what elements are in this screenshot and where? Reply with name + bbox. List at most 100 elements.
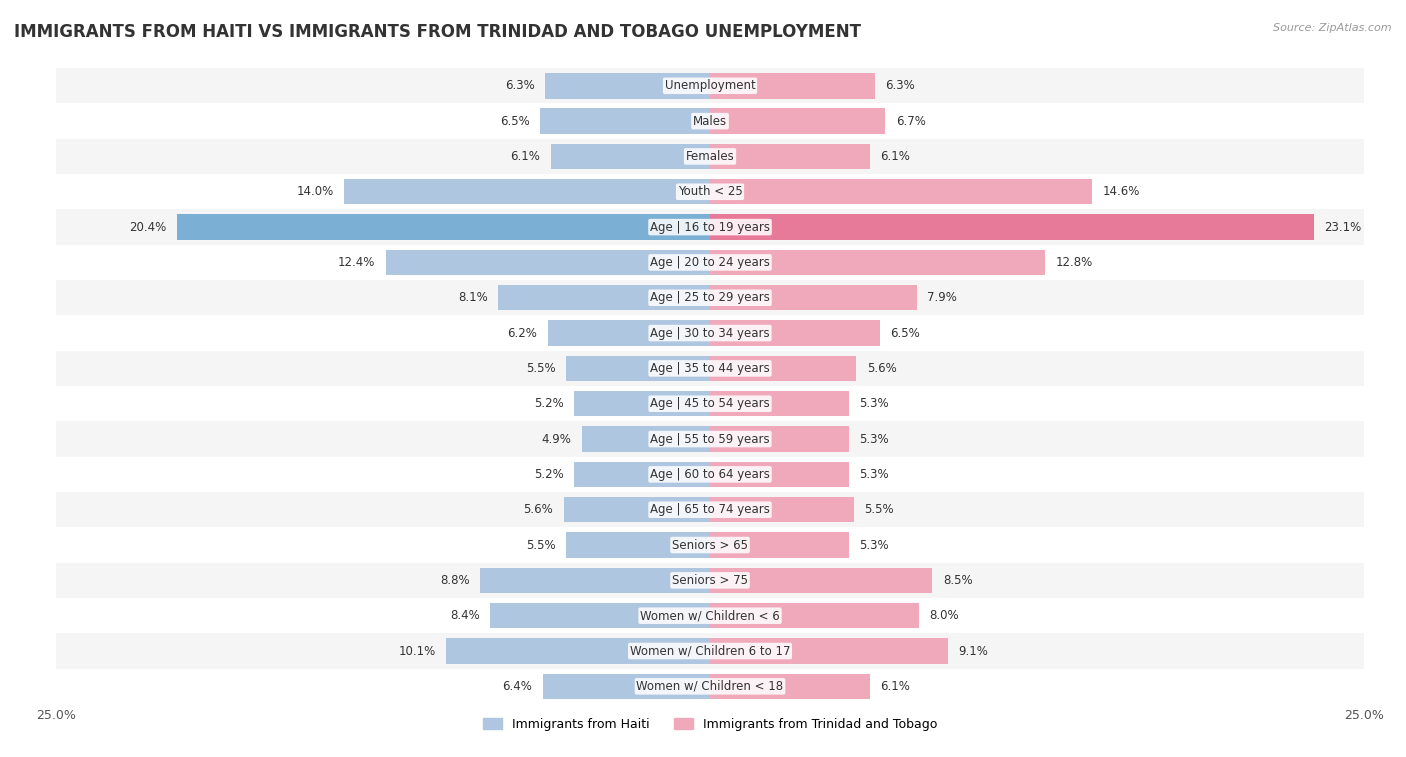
Text: Age | 25 to 29 years: Age | 25 to 29 years <box>650 291 770 304</box>
Bar <box>710 426 849 452</box>
Bar <box>543 674 710 699</box>
Text: 6.5%: 6.5% <box>501 114 530 128</box>
Bar <box>344 179 710 204</box>
Bar <box>564 497 710 522</box>
Bar <box>710 497 853 522</box>
Bar <box>551 144 710 169</box>
Bar <box>56 139 1364 174</box>
Bar <box>548 320 710 346</box>
Text: Age | 55 to 59 years: Age | 55 to 59 years <box>650 432 770 446</box>
Text: 5.6%: 5.6% <box>523 503 553 516</box>
Text: IMMIGRANTS FROM HAITI VS IMMIGRANTS FROM TRINIDAD AND TOBAGO UNEMPLOYMENT: IMMIGRANTS FROM HAITI VS IMMIGRANTS FROM… <box>14 23 860 41</box>
Bar <box>710 144 869 169</box>
Bar <box>710 603 920 628</box>
Bar <box>574 462 710 487</box>
Bar <box>56 634 1364 668</box>
Bar <box>567 356 710 381</box>
Text: 8.0%: 8.0% <box>929 609 959 622</box>
Text: 6.2%: 6.2% <box>508 326 537 340</box>
Text: 8.5%: 8.5% <box>943 574 973 587</box>
Bar <box>56 668 1364 704</box>
Text: 12.4%: 12.4% <box>337 256 375 269</box>
Text: 7.9%: 7.9% <box>927 291 957 304</box>
Text: 5.3%: 5.3% <box>859 538 889 552</box>
Bar <box>710 108 886 134</box>
Bar <box>710 391 849 416</box>
Text: Age | 30 to 34 years: Age | 30 to 34 years <box>650 326 770 340</box>
Bar <box>567 532 710 558</box>
Text: Males: Males <box>693 114 727 128</box>
Text: 5.5%: 5.5% <box>865 503 894 516</box>
Bar <box>56 210 1364 245</box>
Text: 6.1%: 6.1% <box>880 680 910 693</box>
Bar <box>56 245 1364 280</box>
Text: 6.5%: 6.5% <box>890 326 920 340</box>
Bar <box>177 214 710 240</box>
Text: 6.1%: 6.1% <box>510 150 540 163</box>
Bar <box>56 68 1364 104</box>
Text: 6.3%: 6.3% <box>505 79 534 92</box>
Text: Age | 20 to 24 years: Age | 20 to 24 years <box>650 256 770 269</box>
Text: Seniors > 65: Seniors > 65 <box>672 538 748 552</box>
Bar <box>710 356 856 381</box>
Text: 5.3%: 5.3% <box>859 397 889 410</box>
Bar <box>582 426 710 452</box>
Bar <box>491 603 710 628</box>
Bar <box>710 73 875 98</box>
Text: 6.7%: 6.7% <box>896 114 925 128</box>
Bar <box>710 179 1092 204</box>
Bar <box>385 250 710 275</box>
Text: Age | 65 to 74 years: Age | 65 to 74 years <box>650 503 770 516</box>
Legend: Immigrants from Haiti, Immigrants from Trinidad and Tobago: Immigrants from Haiti, Immigrants from T… <box>478 713 942 736</box>
Bar <box>710 214 1315 240</box>
Bar <box>56 456 1364 492</box>
Text: 8.1%: 8.1% <box>458 291 488 304</box>
Text: Unemployment: Unemployment <box>665 79 755 92</box>
Text: Youth < 25: Youth < 25 <box>678 185 742 198</box>
Text: Age | 35 to 44 years: Age | 35 to 44 years <box>650 362 770 375</box>
Bar <box>498 285 710 310</box>
Text: 5.5%: 5.5% <box>526 362 555 375</box>
Text: 8.8%: 8.8% <box>440 574 470 587</box>
Bar <box>56 598 1364 634</box>
Text: 5.2%: 5.2% <box>534 468 564 481</box>
Text: 6.4%: 6.4% <box>502 680 533 693</box>
Text: 6.1%: 6.1% <box>880 150 910 163</box>
Text: Women w/ Children 6 to 17: Women w/ Children 6 to 17 <box>630 644 790 658</box>
Bar <box>710 532 849 558</box>
Text: 14.0%: 14.0% <box>297 185 333 198</box>
Text: 6.3%: 6.3% <box>886 79 915 92</box>
Text: 5.3%: 5.3% <box>859 432 889 446</box>
Text: 12.8%: 12.8% <box>1056 256 1092 269</box>
Text: Women w/ Children < 18: Women w/ Children < 18 <box>637 680 783 693</box>
Text: 5.2%: 5.2% <box>534 397 564 410</box>
Text: Source: ZipAtlas.com: Source: ZipAtlas.com <box>1274 23 1392 33</box>
Bar <box>56 492 1364 528</box>
Bar <box>56 562 1364 598</box>
Bar <box>710 285 917 310</box>
Text: Age | 16 to 19 years: Age | 16 to 19 years <box>650 220 770 234</box>
Bar <box>546 73 710 98</box>
Bar <box>56 350 1364 386</box>
Text: Age | 60 to 64 years: Age | 60 to 64 years <box>650 468 770 481</box>
Text: 5.5%: 5.5% <box>526 538 555 552</box>
Bar <box>710 462 849 487</box>
Bar <box>574 391 710 416</box>
Bar <box>56 104 1364 139</box>
Text: 10.1%: 10.1% <box>398 644 436 658</box>
Bar <box>56 422 1364 456</box>
Bar <box>56 528 1364 562</box>
Bar <box>56 386 1364 422</box>
Text: Seniors > 75: Seniors > 75 <box>672 574 748 587</box>
Bar <box>56 316 1364 350</box>
Text: Women w/ Children < 6: Women w/ Children < 6 <box>640 609 780 622</box>
Text: 14.6%: 14.6% <box>1102 185 1140 198</box>
Text: 8.4%: 8.4% <box>450 609 479 622</box>
Text: Females: Females <box>686 150 734 163</box>
Text: 23.1%: 23.1% <box>1324 220 1362 234</box>
Bar <box>710 250 1045 275</box>
Text: 4.9%: 4.9% <box>541 432 571 446</box>
Bar <box>56 174 1364 210</box>
Bar <box>446 638 710 664</box>
Bar <box>710 568 932 593</box>
